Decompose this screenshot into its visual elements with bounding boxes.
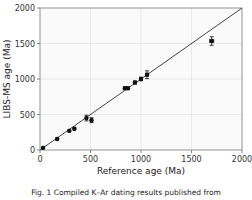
x-tick-label: 500 — [83, 155, 98, 164]
error-bar-cap — [210, 45, 214, 46]
x-tick-label: 2000 — [232, 155, 252, 164]
data-point — [89, 118, 93, 122]
error-bar-cap — [84, 120, 88, 121]
y-tick-label: 0 — [30, 146, 35, 155]
error-bar-x — [146, 73, 149, 77]
error-bar-y — [133, 81, 137, 84]
y-tick — [37, 150, 40, 151]
data-point — [55, 137, 59, 141]
x-tick-label: 1500 — [181, 155, 201, 164]
error-bar-y — [90, 118, 94, 123]
error-bar-y — [210, 37, 214, 46]
error-bar-x — [139, 77, 142, 81]
error-bar-cap — [145, 78, 149, 79]
x-tick — [242, 150, 243, 153]
data-point — [145, 73, 149, 77]
data-point — [72, 127, 76, 131]
axes: 0 500 1000 1500 2000 0 500 1000 1500 2000 — [15, 4, 252, 164]
caption: Fig. 1 Compiled K–Ar dating results publ… — [31, 188, 221, 197]
x-tick-label: 0 — [37, 155, 42, 164]
chart-svg: 0 500 1000 1500 2000 0 500 1000 1500 2000 Referenc… — [0, 0, 252, 200]
data-point — [210, 39, 214, 43]
grid-line-y — [40, 114, 242, 115]
grid — [40, 8, 242, 150]
error-bar-x — [134, 81, 136, 85]
error-bar-cap — [84, 115, 88, 116]
data-point — [41, 146, 45, 150]
error-bar-y — [145, 71, 149, 79]
error-bar-cap — [210, 36, 214, 37]
y-tick-label: 1500 — [15, 40, 35, 49]
x-tick — [191, 150, 192, 153]
y-tick-label: 2000 — [15, 4, 35, 13]
y-axis-label: LIBS-MS age (Ma) — [2, 40, 12, 119]
data-point — [126, 86, 130, 90]
reference-line — [40, 8, 242, 150]
x-tick — [90, 150, 91, 153]
chart-container: 0 500 1000 1500 2000 0 500 1000 1500 2000 Referenc… — [0, 0, 252, 200]
plot-background — [40, 8, 242, 150]
data-point — [84, 116, 88, 120]
error-bar-y — [84, 115, 88, 121]
error-bar-x — [210, 39, 214, 43]
error-bar-y — [126, 87, 130, 90]
data-point — [133, 80, 137, 84]
x-tick — [40, 150, 41, 153]
data-point — [139, 77, 143, 81]
y-tick-label: 1000 — [15, 75, 35, 84]
y-tick — [37, 114, 40, 115]
data-point — [67, 129, 71, 133]
error-bar-y — [139, 77, 143, 81]
error-bar-x — [127, 86, 129, 90]
y-tick — [37, 43, 40, 44]
y-tick-label: 500 — [20, 111, 35, 120]
y-tick — [37, 8, 40, 9]
x-axis-label: Reference age (Ma) — [97, 166, 185, 176]
x-tick-label: 1000 — [131, 155, 151, 164]
x-tick — [141, 150, 142, 153]
error-bar-cap — [145, 70, 149, 71]
y-tick — [37, 79, 40, 80]
plot-frame — [40, 8, 242, 150]
data-group — [40, 8, 242, 150]
